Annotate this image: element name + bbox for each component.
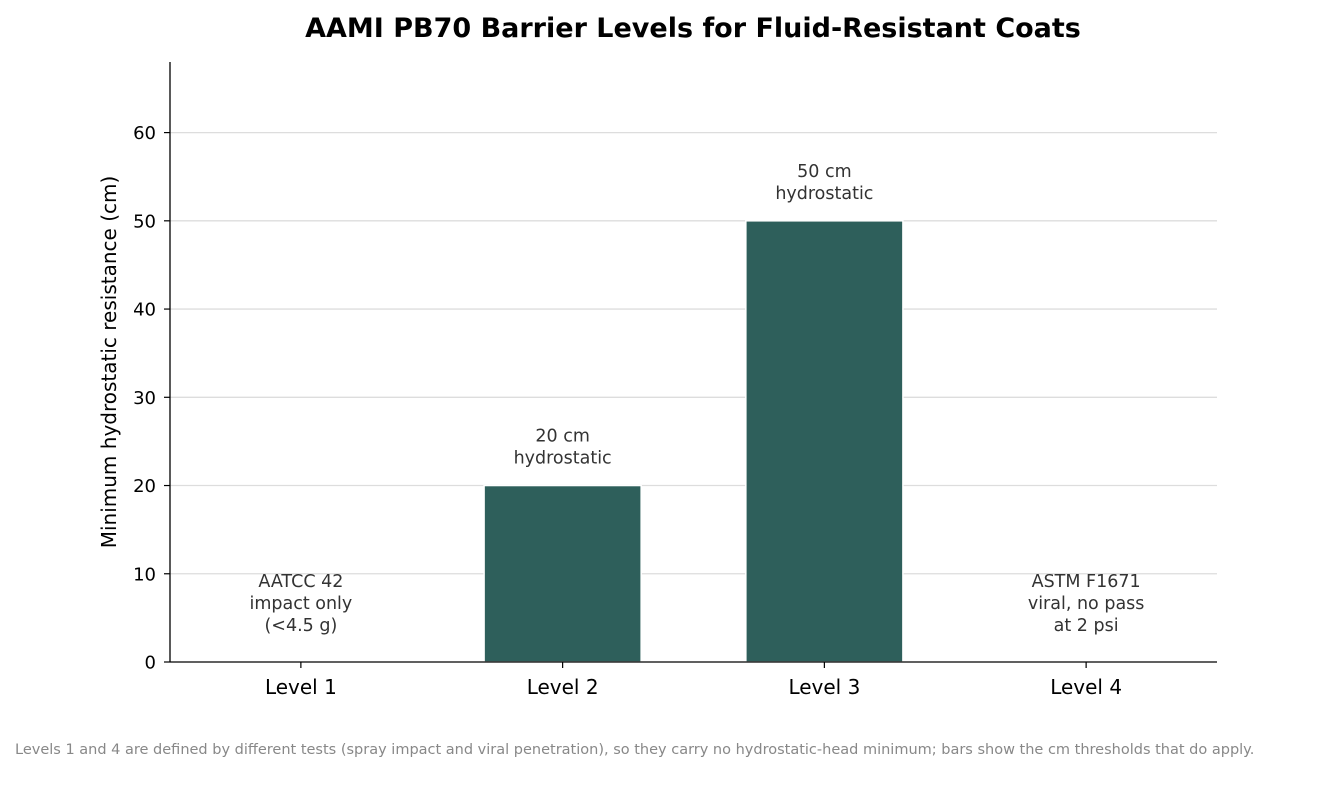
annotation-line: AATCC 42 bbox=[258, 572, 343, 592]
x-tick-label: Level 4 bbox=[1050, 675, 1122, 699]
y-tick-label: 50 bbox=[133, 211, 156, 232]
y-tick-label: 40 bbox=[133, 300, 156, 321]
axes bbox=[169, 62, 1217, 663]
x-tick-label: Level 2 bbox=[527, 675, 599, 699]
x-axis-ticks: Level 1 Level 2 Level 3 Level 4 bbox=[265, 662, 1122, 699]
annotation-level-4: ASTM F1671 viral, no pass at 2 psi bbox=[1028, 572, 1145, 636]
annotation-line: 20 cm bbox=[535, 426, 590, 446]
footnote-caption: Levels 1 and 4 are defined by different … bbox=[15, 742, 1255, 758]
bar-annotations: AATCC 42 impact only (<4.5 g)20 cm hydrosta… bbox=[249, 162, 1144, 636]
annotation-level-2: 20 cm hydrostatic bbox=[514, 426, 612, 468]
bars bbox=[483, 220, 904, 663]
annotation-line: viral, no pass bbox=[1028, 594, 1145, 614]
annotation-line: ASTM F1671 bbox=[1032, 572, 1141, 592]
chart-title: AAMI PB70 Barrier Levels for Fluid-Resis… bbox=[305, 13, 1081, 44]
y-tick-label: 0 bbox=[145, 653, 156, 674]
annotation-line: hydrostatic bbox=[775, 184, 873, 204]
y-tick-label: 60 bbox=[133, 123, 156, 144]
y-axis-label: Minimum hydrostatic resistance (cm) bbox=[97, 176, 121, 549]
x-tick-label: Level 1 bbox=[265, 675, 337, 699]
annotation-line: 50 cm bbox=[797, 162, 852, 182]
annotation-level-3: 50 cm hydrostatic bbox=[775, 162, 873, 204]
y-tick-label: 30 bbox=[133, 388, 156, 409]
bar-level-2 bbox=[483, 484, 642, 663]
y-tick-label: 10 bbox=[133, 564, 156, 585]
y-tick-label: 20 bbox=[133, 476, 156, 497]
annotation-line: at 2 psi bbox=[1054, 616, 1119, 636]
annotation-level-1: AATCC 42 impact only (<4.5 g) bbox=[249, 572, 352, 636]
annotation-line: impact only bbox=[249, 594, 352, 614]
annotation-line: (<4.5 g) bbox=[264, 616, 337, 636]
gridlines bbox=[170, 131, 1217, 575]
y-axis-ticks: 0 10 20 30 40 50 60 bbox=[133, 123, 170, 674]
annotation-line: hydrostatic bbox=[514, 448, 612, 468]
x-tick-label: Level 3 bbox=[788, 675, 860, 699]
bar-level-3 bbox=[745, 220, 904, 663]
